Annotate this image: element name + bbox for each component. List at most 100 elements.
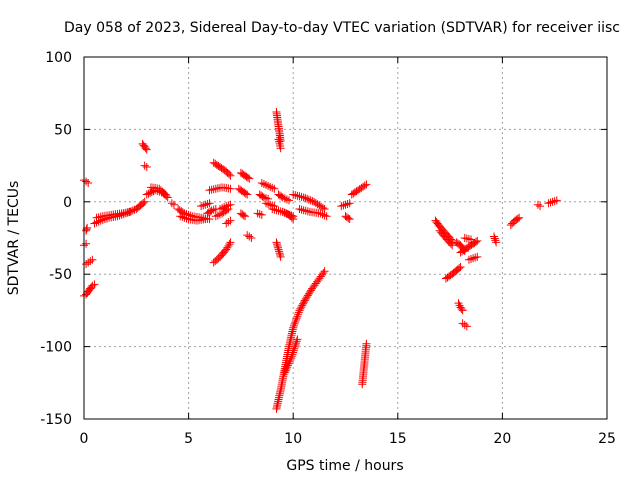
data-series-segment <box>347 180 371 199</box>
data-point <box>339 201 348 210</box>
data-point <box>303 291 312 300</box>
data-point <box>471 237 480 246</box>
data-series-segment <box>272 108 285 145</box>
data-series-segment <box>272 238 285 261</box>
data-series-segment <box>278 207 298 224</box>
data-point <box>264 181 273 190</box>
data-series-segment <box>289 190 329 214</box>
data-point <box>257 210 266 219</box>
data-point <box>239 211 248 220</box>
data-point <box>304 289 313 298</box>
data-point <box>82 260 91 269</box>
data-point <box>259 193 268 202</box>
data-point <box>276 144 285 153</box>
data-point <box>262 180 271 189</box>
data-series-segment <box>274 135 285 153</box>
data-series-segment <box>176 212 210 225</box>
data-point <box>287 354 296 363</box>
data-point <box>178 213 187 222</box>
data-point <box>220 203 229 212</box>
x-tick-label: 0 <box>80 431 89 447</box>
data-point <box>469 254 478 263</box>
y-tick-label: 50 <box>54 122 72 138</box>
data-point <box>341 200 350 209</box>
data-point <box>467 235 476 244</box>
data-point <box>295 192 304 201</box>
data-point <box>140 197 149 206</box>
data-point <box>297 303 306 312</box>
data-point <box>139 199 148 208</box>
data-series-segment <box>209 158 235 180</box>
data-point <box>90 219 99 228</box>
data-point <box>299 298 308 307</box>
data-point <box>207 206 216 215</box>
data-point <box>226 171 235 180</box>
data-point <box>226 200 235 209</box>
data-point <box>289 215 298 224</box>
data-point <box>225 240 234 249</box>
data-point <box>360 181 369 190</box>
data-point <box>446 239 455 248</box>
data-point <box>318 210 327 219</box>
data-point <box>276 251 285 260</box>
x-tick-label: 15 <box>389 431 407 447</box>
data-point <box>223 243 232 252</box>
data-series-segment <box>257 178 279 193</box>
data-point <box>222 202 231 211</box>
data-point <box>270 184 279 193</box>
data-series-segment <box>236 209 250 221</box>
data-point <box>343 199 352 208</box>
data-point <box>289 321 298 330</box>
chart-title: Day 058 of 2023, Sidereal Day-to-day VTE… <box>64 20 620 36</box>
data-point <box>458 319 467 328</box>
data-point <box>272 238 281 247</box>
data-point <box>280 368 289 377</box>
y-tick-label: -150 <box>40 412 72 428</box>
data-point <box>291 316 300 325</box>
x-axis-label: GPS time / hours <box>286 458 403 474</box>
data-point <box>241 189 250 198</box>
data-point <box>293 312 302 321</box>
tick-layer: 0 5 10 15 20 25 -150 -100 -50 0 50 100 <box>40 50 616 447</box>
data-point <box>225 170 234 179</box>
data-point <box>490 232 499 241</box>
data-point <box>272 206 281 215</box>
data-point <box>88 281 97 290</box>
data-point <box>146 188 155 197</box>
x-tick-label: 5 <box>184 431 193 447</box>
data-point <box>253 209 262 218</box>
data-point <box>90 280 99 289</box>
data-point <box>259 179 268 188</box>
data-series-segment <box>255 190 273 203</box>
data-series-segment <box>464 252 482 264</box>
data-point <box>320 211 329 220</box>
data-point <box>243 231 252 240</box>
data-series-segment <box>234 184 252 199</box>
data-point <box>147 187 156 196</box>
data-point <box>536 202 545 211</box>
data-series-segment <box>490 232 501 247</box>
data-point <box>274 245 283 254</box>
data-point <box>513 214 522 223</box>
data-point <box>548 197 557 206</box>
data-point <box>515 213 524 222</box>
data-point <box>301 294 310 303</box>
data-point <box>126 207 135 216</box>
data-point <box>291 341 300 350</box>
data-point <box>290 344 299 353</box>
data-point <box>268 183 277 192</box>
data-point <box>297 205 306 214</box>
data-point <box>243 190 252 199</box>
data-point <box>345 199 354 208</box>
data-point <box>197 202 206 211</box>
data-series-segment <box>454 299 467 315</box>
data-series-segment <box>272 267 329 413</box>
plot-frame <box>83 56 608 420</box>
data-point <box>255 210 264 219</box>
data-point <box>84 258 93 267</box>
data-point <box>344 214 353 223</box>
data-point <box>274 243 283 252</box>
data-point <box>215 205 224 214</box>
data-series-segment <box>236 168 254 183</box>
data-point <box>290 319 299 328</box>
